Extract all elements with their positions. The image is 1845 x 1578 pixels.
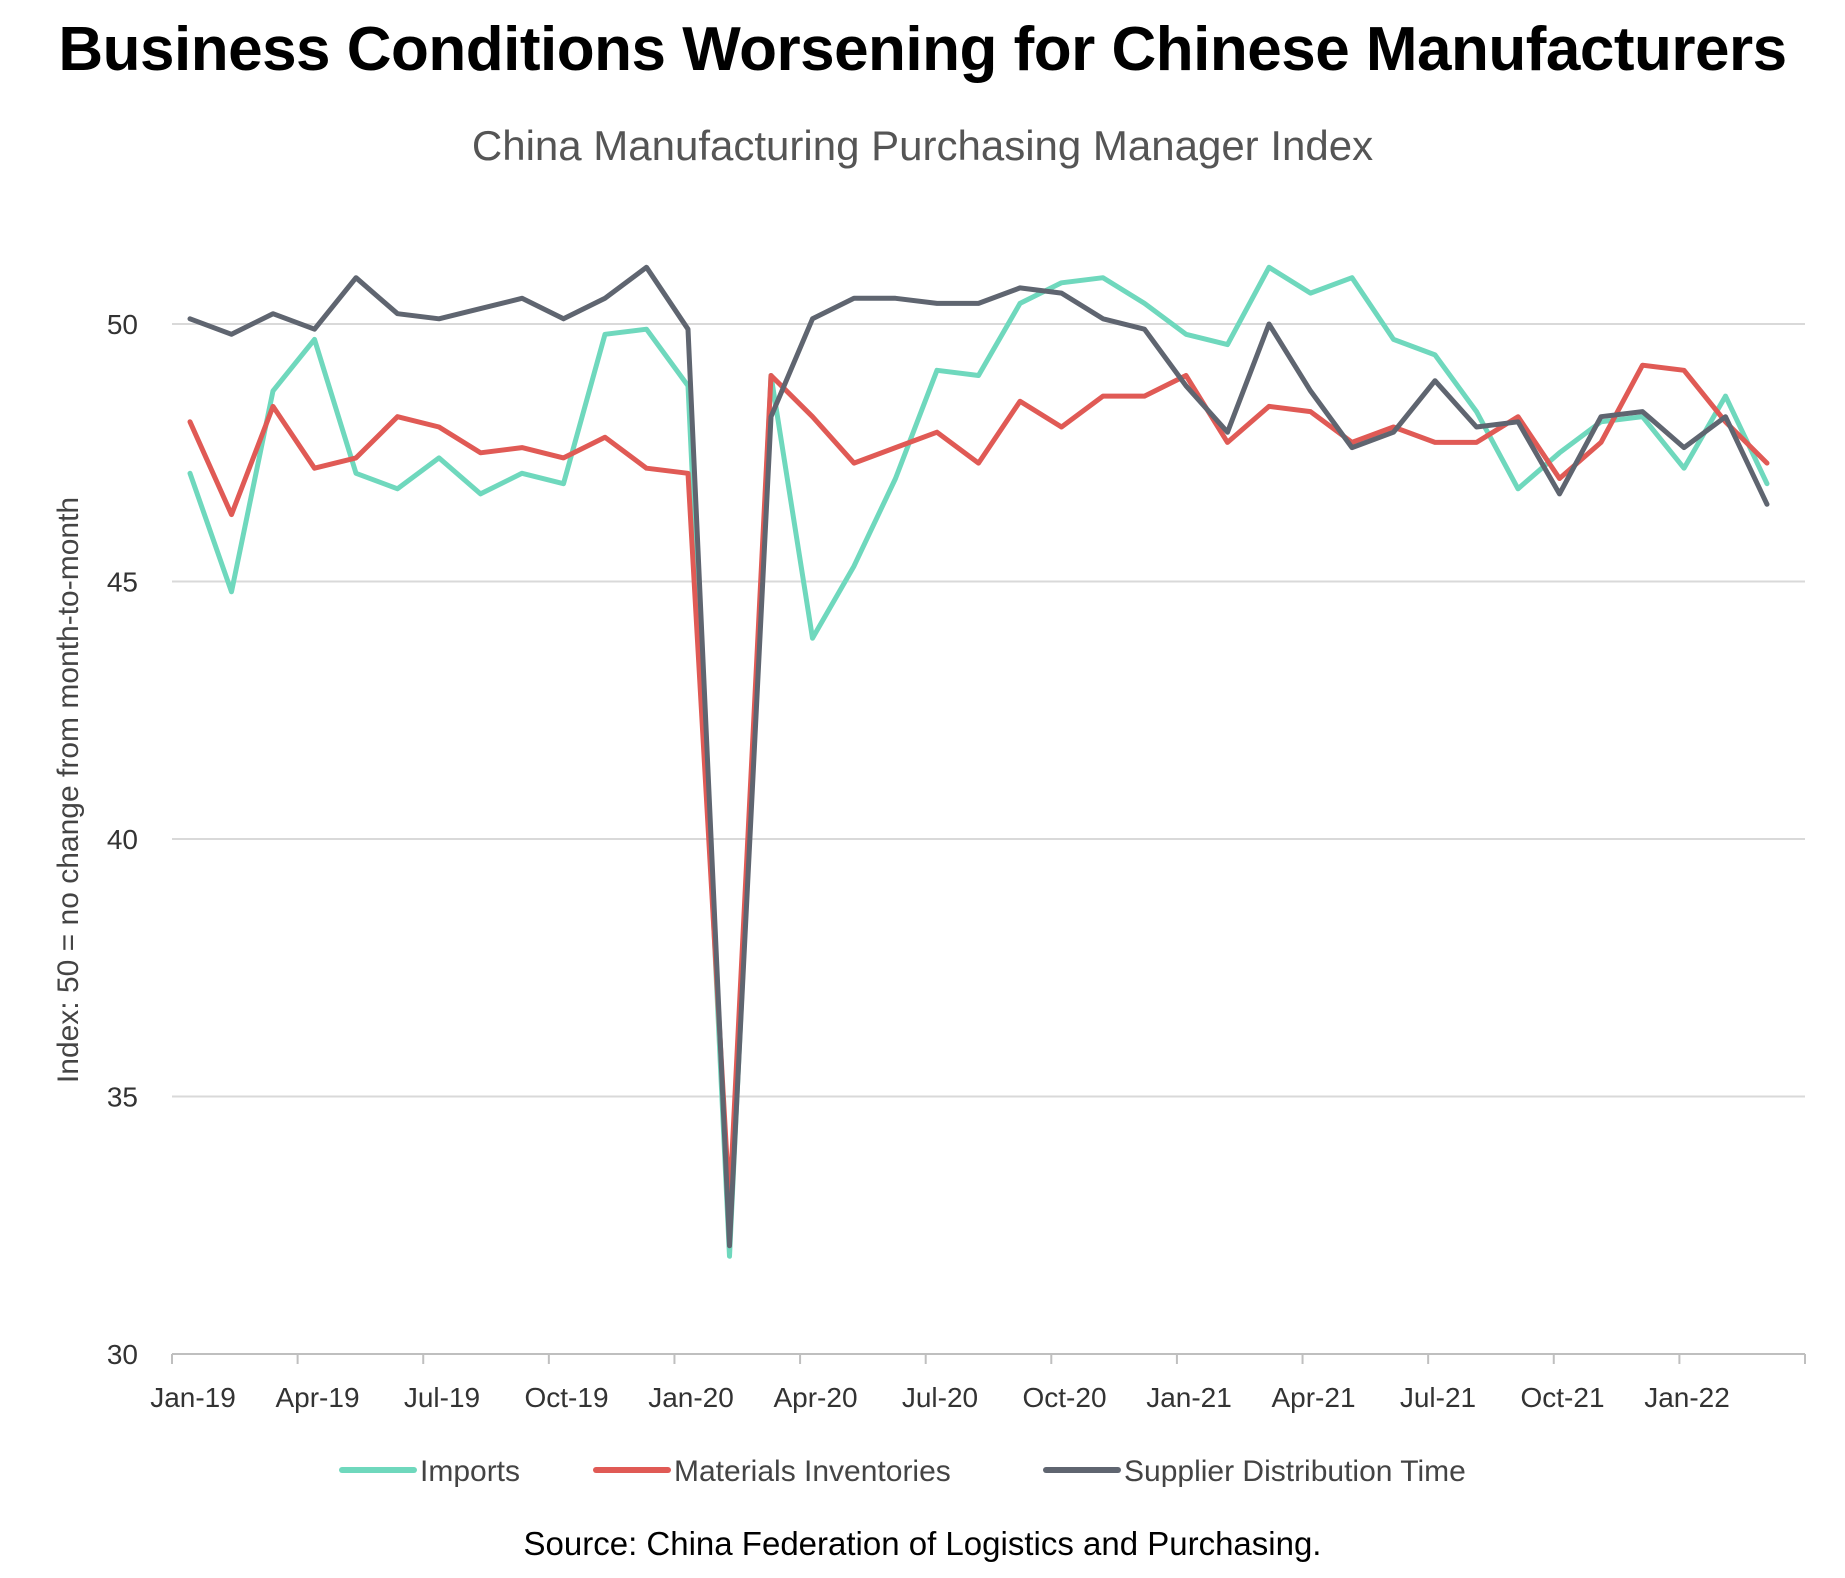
- chart-subtitle: China Manufacturing Purchasing Manager I…: [471, 122, 1374, 169]
- x-tick-label: Jan-22: [1644, 1382, 1730, 1413]
- materials-inventories-line: [187, 362, 1770, 1208]
- x-tick-label: Apr-19: [275, 1382, 359, 1413]
- x-tick-label: Jan-21: [1146, 1382, 1232, 1413]
- source-note: Source: China Federation of Logistics an…: [523, 1525, 1322, 1562]
- x-tick-label: Apr-20: [773, 1382, 857, 1413]
- legend: Imports Materials Inventories Supplier Dis…: [339, 1455, 1466, 1488]
- y-axis-title: Index: 50 = no change from month-to-mont…: [52, 497, 85, 1083]
- x-tick-label: Oct-21: [1520, 1382, 1604, 1413]
- x-tick-label: Jul-19: [404, 1382, 480, 1413]
- y-tick-label-35: 35: [107, 1082, 138, 1113]
- line-chart: 30 35 40 45 50 Jan-19 Apr-19 Jul-19 Oct-19 Jan-2…: [52, 264, 1806, 1488]
- x-tick-label: Jul-20: [902, 1382, 978, 1413]
- gridlines: [172, 323, 1805, 1098]
- legend-item-supplier-distribution-time: Supplier Distribution Time: [1043, 1455, 1466, 1488]
- imports-line: [187, 264, 1770, 1259]
- legend-item-imports: Imports: [339, 1455, 520, 1488]
- y-tick-label-30: 30: [107, 1339, 138, 1370]
- y-tick-label-40: 40: [107, 824, 138, 855]
- x-axis: [171, 1353, 1806, 1364]
- y-axis-tick-labels: 30 35 40 45 50: [107, 309, 138, 1370]
- legend-item-materials-inventories: Materials Inventories: [593, 1455, 951, 1488]
- legend-label: Materials Inventories: [674, 1455, 951, 1488]
- x-tick-label: Jan-20: [648, 1382, 734, 1413]
- y-tick-label-45: 45: [107, 567, 138, 598]
- y-tick-label-50: 50: [107, 309, 138, 340]
- x-tick-label: Apr-21: [1271, 1382, 1355, 1413]
- legend-label: Supplier Distribution Time: [1124, 1455, 1466, 1488]
- x-tick-label: Oct-19: [524, 1382, 608, 1413]
- supplier-distribution-time-line: [187, 264, 1770, 1249]
- x-tick-label: Oct-20: [1022, 1382, 1106, 1413]
- x-tick-label: Jan-19: [150, 1382, 236, 1413]
- x-axis-tick-labels: Jan-19 Apr-19 Jul-19 Oct-19 Jan-20 Apr-20 Jul-…: [150, 1382, 1730, 1413]
- chart-title: Business Conditions Worsening for Chines…: [58, 15, 1787, 84]
- x-tick-label: Jul-21: [1400, 1382, 1476, 1413]
- data-series: [187, 264, 1770, 1259]
- legend-label: Imports: [420, 1455, 520, 1488]
